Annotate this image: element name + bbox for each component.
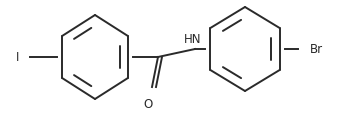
Text: I: I — [16, 51, 20, 64]
Text: Br: Br — [310, 43, 323, 56]
Text: HN: HN — [184, 33, 202, 46]
Text: O: O — [144, 97, 153, 110]
